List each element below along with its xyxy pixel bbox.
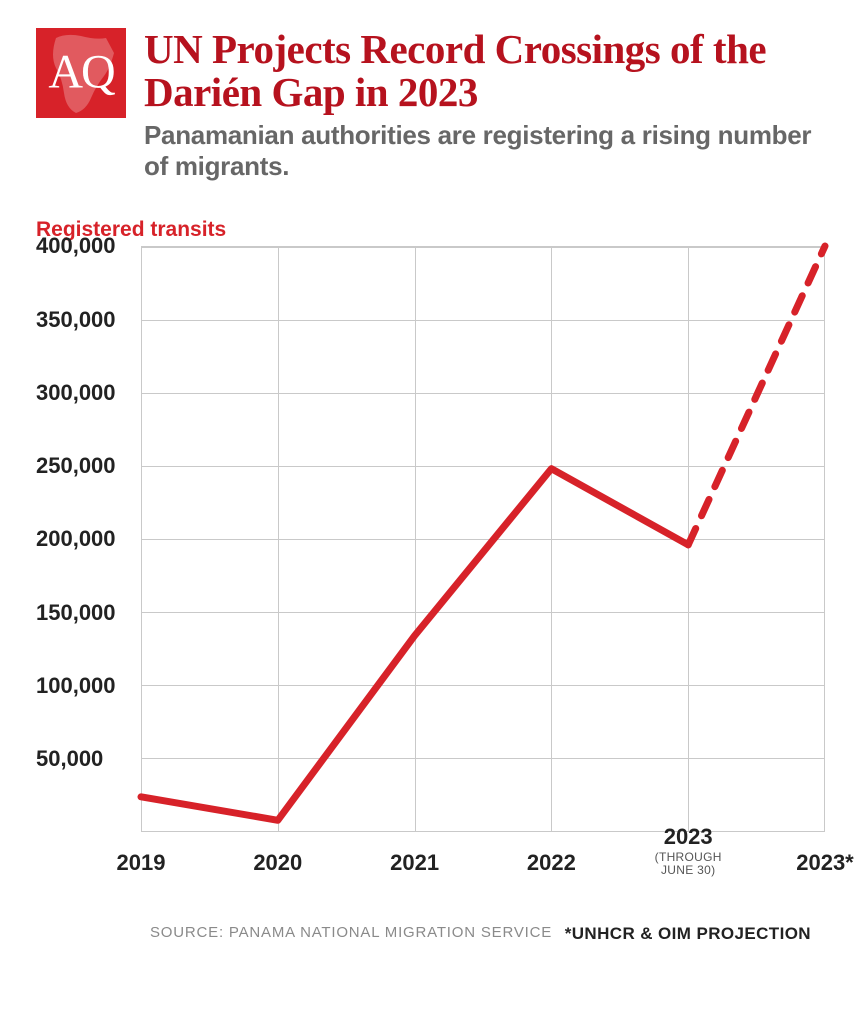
x-tick-label: 2023(THROUGHJUNE 30) [655,824,722,876]
y-tick-label: 350,000 [36,307,136,333]
titles: UN Projects Record Crossings of the Dari… [144,28,825,182]
logo-text: AQ [48,44,113,99]
y-tick-label: 200,000 [36,526,136,552]
x-tick-sublabel: (THROUGHJUNE 30) [655,851,722,876]
y-tick-label: 50,000 [36,746,136,772]
chart-subtitle: Panamanian authorities are registering a… [144,120,825,182]
x-tick-label: 2020 [253,850,302,876]
plot-area: 50,000 100,000 150,000 200,000 250,000 300,00… [36,246,825,876]
chart-footer: SOURCE: PANAMA NATIONAL MIGRATION SERVIC… [150,924,811,944]
series-solid [141,469,688,821]
x-tick-label: 2019 [117,850,166,876]
y-tick-label: 250,000 [36,453,136,479]
y-tick-label: 100,000 [36,673,136,699]
x-tick-label: 2022 [527,850,576,876]
y-tick-label: 300,000 [36,380,136,406]
y-axis-label: Registered transits [36,218,825,242]
line-series [141,246,825,832]
chart: Registered transits 50,000 100,000 150,000… [36,218,825,876]
series-dashed [688,246,825,545]
projection-note: *UNHCR & OIM PROJECTION [565,924,811,944]
chart-title: UN Projects Record Crossings of the Dari… [144,28,825,114]
y-tick-label: 400,000 [36,233,136,259]
source-text: SOURCE: PANAMA NATIONAL MIGRATION SERVIC… [150,924,552,941]
y-tick-label: 150,000 [36,600,136,626]
header: AQ UN Projects Record Crossings of the D… [0,0,861,182]
x-tick-label: 2023* [796,850,854,876]
aq-logo: AQ [36,28,126,118]
x-tick-label: 2021 [390,850,439,876]
